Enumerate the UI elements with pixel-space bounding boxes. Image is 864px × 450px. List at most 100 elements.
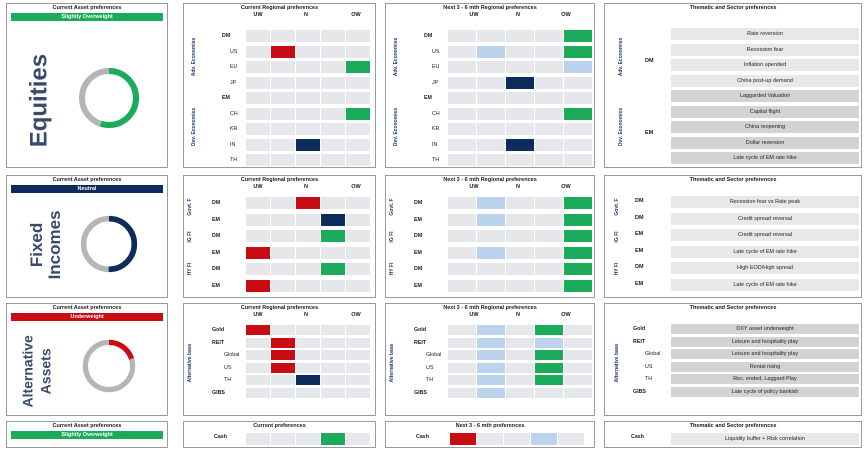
cell [296, 92, 320, 104]
cell-marked [564, 230, 592, 242]
cell-lb [531, 433, 557, 445]
cell-marked [477, 325, 505, 335]
cell [448, 45, 476, 58]
cell [321, 197, 345, 209]
cell [321, 350, 345, 360]
theme-bar: Credit spread reversal [671, 212, 859, 225]
cell [296, 362, 320, 373]
cell [477, 92, 505, 104]
row-label: Global [426, 352, 442, 358]
cell [346, 263, 370, 275]
grid-row: DM [184, 262, 375, 276]
cell [321, 92, 345, 104]
theme-group-label: DM [635, 264, 644, 270]
row-label: DM [414, 266, 423, 272]
cash-current-panel: Current preferences Cash [183, 421, 376, 448]
cell [346, 30, 370, 42]
cell [506, 92, 534, 104]
cell-marked [477, 362, 505, 373]
row-label: IN [230, 141, 236, 148]
cell [477, 154, 505, 166]
cell [448, 154, 476, 166]
cell [296, 30, 320, 42]
cell [448, 387, 476, 398]
cell [477, 138, 505, 151]
col-n: N [516, 312, 520, 318]
group-label-alt: Alternative base [614, 343, 620, 383]
cell [558, 433, 584, 445]
cell [535, 107, 563, 120]
cell [321, 76, 345, 89]
row-label: TH [432, 157, 440, 163]
cell [246, 45, 270, 58]
cell-marked [477, 337, 505, 348]
cell-marked [296, 197, 320, 209]
cell [535, 45, 563, 58]
theme-group-label: EM [635, 231, 644, 237]
theme-group-label: EM [635, 247, 644, 254]
row-label: US [645, 363, 653, 370]
cell [246, 138, 270, 151]
cell [346, 350, 370, 360]
theme-bar: High EOD/High spread [671, 262, 859, 274]
cell-marked [535, 375, 563, 385]
cell [535, 61, 563, 73]
cell [321, 246, 345, 259]
pref-title: Current Asset preferences [52, 305, 122, 311]
cell [246, 92, 270, 104]
cell [564, 362, 592, 373]
asset-name: Equities [25, 53, 53, 148]
theme-bar: DXY asset underweight [671, 324, 859, 334]
row-label: Cash [416, 434, 429, 440]
cell-marked [346, 107, 370, 120]
cell-marked [564, 279, 592, 292]
cell [506, 230, 534, 242]
grid-row: TH [386, 374, 594, 386]
panel-title: Thematic and Sector preferences [689, 5, 777, 11]
cell [346, 197, 370, 209]
cell-marked [564, 61, 592, 73]
grid-row: JP [184, 76, 375, 90]
cell-marked [321, 230, 345, 242]
cell [564, 375, 592, 385]
grid-row: TH [184, 153, 375, 167]
panel-title: Next 3 - 6 mth Regional preferences [443, 5, 537, 11]
cell [448, 337, 476, 348]
cell [535, 263, 563, 275]
alt-pref-panel: Current Asset preferences Underweight Al… [6, 303, 168, 416]
cell-marked [564, 30, 592, 42]
cell [246, 362, 270, 373]
cell [296, 213, 320, 226]
theme-group-label: EM [635, 280, 644, 287]
col-uw: UW [469, 184, 479, 190]
cell [321, 375, 345, 385]
col-ow: OW [561, 184, 571, 190]
theme-bar: China reopening [671, 121, 859, 133]
cell [321, 61, 345, 73]
grid-row: Global [386, 349, 594, 361]
cell-marked [271, 362, 295, 373]
grid-row: EM [386, 246, 594, 260]
grid-row: KR [386, 122, 594, 136]
grid-row: GIBS [386, 387, 594, 399]
cell [564, 154, 592, 166]
row-label: GIBS [212, 389, 225, 396]
grid-row: EM [184, 91, 375, 105]
panel-title: Current Regional preferences [240, 305, 319, 311]
col-n: N [516, 184, 520, 190]
cell [448, 263, 476, 275]
panel-title: Next 3 - 6 mth Regional preferences [443, 177, 537, 183]
col-ow: OW [351, 184, 361, 190]
row-label: Cash [631, 434, 644, 440]
col-ow: OW [351, 312, 361, 318]
cell [448, 375, 476, 385]
theme-bar: Liquidity buffer + Risk correlation [671, 433, 859, 445]
cell [246, 375, 270, 385]
cell [448, 138, 476, 151]
pref-status-badge: Neutral [11, 185, 163, 193]
cell [448, 76, 476, 89]
cell [296, 387, 320, 398]
cell [321, 387, 345, 398]
theme-bar: Leisure and hospitality play [671, 349, 859, 359]
cell [346, 387, 370, 398]
